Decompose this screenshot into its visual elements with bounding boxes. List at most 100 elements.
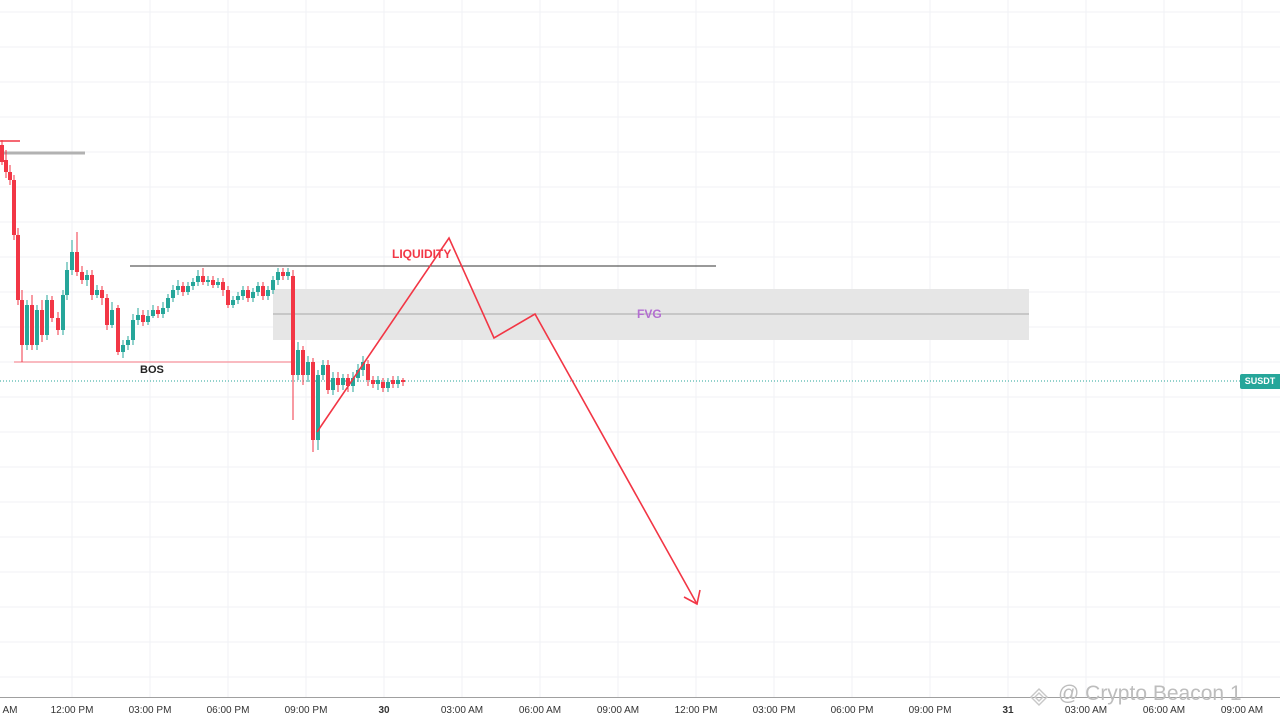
time-tick: 09:00 PM — [284, 705, 328, 716]
candle-body — [386, 382, 390, 388]
candle-body — [166, 298, 170, 308]
time-tick: 06:00 PM — [206, 705, 250, 716]
candle-body — [4, 160, 8, 172]
candle-body — [25, 305, 29, 345]
candle-body — [161, 308, 165, 314]
candle-body — [341, 378, 345, 385]
watermark: @ Crypto Beacon 1 — [1058, 682, 1242, 705]
time-tick: 03:00 PM — [752, 705, 796, 716]
candle-body — [146, 316, 150, 322]
candle-body — [226, 290, 230, 305]
candles — [0, 140, 405, 452]
candle-body — [381, 382, 385, 388]
candle-body — [291, 276, 295, 375]
candle-body — [376, 380, 380, 384]
candle-body — [321, 365, 325, 375]
candle-body — [201, 276, 205, 282]
candle-body — [75, 252, 79, 272]
arrow-head-icon — [683, 589, 701, 606]
time-tick: 06:00 PM — [830, 705, 874, 716]
candle-body — [221, 282, 225, 290]
binance-logo-icon — [1030, 688, 1048, 706]
candle-body — [271, 280, 275, 290]
candle-body — [311, 362, 315, 440]
time-tick-day: 31 — [1002, 705, 1014, 716]
candle-body — [105, 298, 109, 325]
candle-body — [171, 290, 175, 298]
candle-body — [186, 286, 190, 292]
candle-body — [20, 300, 24, 345]
candle-body — [401, 380, 405, 382]
candle-body — [266, 290, 270, 296]
candle-body — [356, 370, 360, 378]
candle-body — [85, 275, 89, 280]
candle-body — [8, 172, 12, 180]
time-tick: 09:00 AM — [596, 705, 640, 716]
time-tick: 06:00 AM — [1142, 705, 1186, 716]
candle-body — [371, 380, 375, 384]
candle-body — [156, 310, 160, 314]
time-tick: 06:00 AM — [518, 705, 562, 716]
candle-body — [181, 286, 185, 292]
candle-body — [256, 286, 260, 292]
candle-body — [116, 308, 120, 352]
candle-body — [346, 378, 350, 386]
candle-body — [40, 310, 44, 335]
candle-body — [131, 320, 135, 340]
candle-body — [336, 378, 340, 385]
fvg-label[interactable]: FVG — [637, 307, 662, 321]
candle-body — [12, 180, 16, 235]
time-tick: 03:00 AM — [440, 705, 484, 716]
candle-body — [30, 305, 34, 345]
candle-body — [191, 282, 195, 286]
candle-body — [281, 272, 285, 276]
candle-body — [0, 145, 4, 162]
candle-body — [196, 276, 200, 282]
candle-body — [351, 378, 355, 386]
time-axis[interactable]: AM 12:00 PM 03:00 PM 06:00 PM 09:00 PM 3… — [0, 697, 1280, 721]
candle-body — [65, 270, 69, 295]
chart-grid — [0, 0, 1280, 697]
liquidity-label[interactable]: LIQUIDITY — [392, 247, 452, 261]
candle-body — [61, 295, 65, 330]
candle-body — [326, 365, 330, 390]
candle-body — [80, 272, 84, 280]
candle-body — [246, 290, 250, 298]
candle-body — [306, 362, 310, 375]
candle-body — [50, 300, 54, 318]
candle-body — [110, 310, 114, 325]
projection-path[interactable] — [316, 236, 698, 605]
candle-body — [251, 292, 255, 298]
candle-body — [301, 350, 305, 375]
candle-body — [70, 252, 74, 270]
time-tick-day: 30 — [378, 705, 390, 716]
time-tick: 12:00 PM — [50, 705, 94, 716]
candle-body — [316, 375, 320, 440]
candle-body — [216, 282, 220, 285]
candle-body — [95, 290, 99, 295]
candle-body — [391, 380, 395, 384]
candle-body — [136, 315, 140, 320]
time-tick: AM — [2, 705, 18, 716]
candle-body — [206, 280, 210, 282]
time-tick: 03:00 AM — [1064, 705, 1108, 716]
candle-body — [366, 364, 370, 380]
candle-body — [35, 310, 39, 345]
time-tick: 09:00 AM — [1220, 705, 1264, 716]
candle-body — [100, 290, 104, 298]
candle-body — [396, 380, 400, 384]
candle-body — [231, 300, 235, 305]
time-tick: 12:00 PM — [674, 705, 718, 716]
candle-body — [176, 286, 180, 290]
candle-body — [141, 315, 145, 322]
candle-body — [331, 378, 335, 390]
price-tag[interactable]: SUSDT — [1240, 374, 1280, 389]
time-tick: 09:00 PM — [908, 705, 952, 716]
candle-body — [151, 310, 155, 316]
candle-body — [276, 272, 280, 280]
candle-body — [45, 300, 49, 335]
bos-label[interactable]: BOS — [140, 364, 164, 376]
candle-body — [56, 318, 60, 330]
